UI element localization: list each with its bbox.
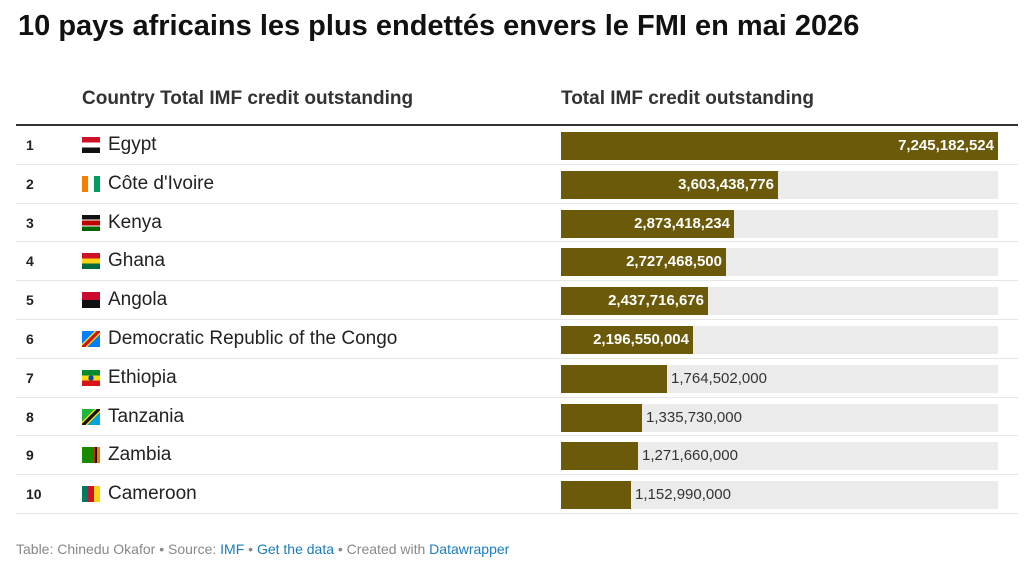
bar-track: 1,152,990,000 (561, 481, 998, 510)
footer-credit: Table: Chinedu Okafor (16, 541, 156, 557)
bar-value-label: 1,335,730,000 (646, 408, 742, 426)
bar-track: 1,335,730,000 (561, 403, 998, 432)
country-name: Kenya (108, 211, 162, 233)
country-name: Angola (108, 289, 168, 311)
country-name: Côte d'Ivoire (108, 172, 215, 194)
country-name: Ethiopia (108, 366, 177, 388)
bar (561, 326, 693, 354)
bar (561, 481, 631, 510)
bar-track: 2,437,716,676 (561, 287, 998, 316)
bar (561, 287, 708, 316)
footer-separator: • Source: (155, 541, 221, 557)
rank-number: 9 (26, 447, 34, 464)
bar-value-label: 1,271,660,000 (642, 447, 738, 465)
rank-number: 6 (26, 331, 34, 347)
country-name: Egypt (108, 134, 157, 155)
rank-number: 3 (26, 214, 34, 231)
kenya-flag-icon (82, 214, 100, 231)
bar-track: 1,764,502,000 (561, 364, 998, 393)
table-row: 3 Kenya 2,873,418,234 (16, 204, 1018, 243)
bar-value-label: 1,152,990,000 (635, 486, 731, 504)
cameroon-flag-icon (82, 486, 100, 503)
table-row: 1 Egypt 7,245,182,524 (16, 126, 1018, 165)
footer-separator: • (244, 541, 257, 557)
ghana-flag-icon (82, 253, 100, 270)
country-name: Democratic Republic of the Congo (108, 328, 398, 349)
ethiopia-flag-icon (82, 369, 100, 386)
bar-value-label: 1,764,502,000 (671, 369, 767, 387)
bar-value-label: 7,245,182,524 (898, 137, 994, 154)
rank-number: 4 (26, 253, 34, 270)
country-column-header[interactable]: Country Total IMF credit outstanding (82, 88, 414, 109)
bar-track: 2,727,468,500 (561, 248, 998, 277)
bar-track: 1,271,660,000 (561, 442, 998, 471)
table-row: 5 Angola 2,437,716,676 (16, 281, 1018, 320)
header-divider (16, 124, 1018, 126)
bar (561, 170, 778, 199)
bar (561, 442, 638, 471)
table-row: 4 Ghana 2,727,468,500 (16, 242, 1018, 282)
country-name: Tanzania (108, 405, 185, 427)
bar-track: 3,603,438,776 (561, 170, 998, 199)
bar-value-label: 2,437,716,676 (608, 292, 704, 310)
value-column-header[interactable]: Total IMF credit outstanding (561, 88, 814, 109)
rank-number: 1 (26, 137, 34, 153)
chart-footer: Table: Chinedu Okafor • Source: IMF • Ge… (16, 541, 509, 557)
rank-number: 7 (26, 369, 34, 386)
bar (561, 248, 726, 277)
bar-value-label: 2,873,418,234 (634, 214, 730, 232)
rank-number: 5 (26, 292, 34, 309)
rank-number: 8 (26, 408, 34, 425)
angola-flag-icon (82, 292, 100, 309)
bar-value-label: 3,603,438,776 (678, 175, 774, 193)
country-name: Ghana (108, 250, 166, 272)
bar (561, 403, 642, 432)
bar-value-label: 2,196,550,004 (593, 331, 689, 348)
bar-track: 7,245,182,524 (561, 132, 998, 160)
cote-divoire-flag-icon (82, 175, 100, 192)
zambia-flag-icon (82, 447, 100, 464)
rank-number: 2 (26, 175, 34, 192)
datawrapper-link[interactable]: Datawrapper (429, 541, 510, 557)
source-link[interactable]: IMF (220, 541, 245, 557)
get-the-data-link[interactable]: Get the data (256, 541, 334, 557)
rank-number: 10 (26, 486, 42, 503)
bar-track: 2,196,550,004 (561, 326, 998, 354)
bar-value-label: 2,727,468,500 (626, 253, 722, 271)
egypt-flag-icon (82, 137, 100, 153)
table-row: 2 Côte d'Ivoire 3,603,438,776 (16, 165, 1018, 204)
table-row: 10 Cameroon 1,152,990,000 (16, 475, 1018, 514)
bar (561, 132, 998, 160)
chart-title: 10 pays africains les plus endettés enve… (18, 10, 860, 42)
bar (561, 209, 734, 238)
country-name: Zambia (108, 444, 172, 466)
drc-flag-icon (82, 331, 100, 347)
table-row: 9 Zambia 1,271,660,000 (16, 436, 1018, 476)
table-row: 7 Ethiopia 1,764,502,000 (16, 359, 1018, 398)
footer-separator: • Created with (334, 541, 430, 557)
bar-track: 2,873,418,234 (561, 209, 998, 238)
table-row: 6 Democratic Republic of the Congo 2,196,5… (16, 320, 1018, 359)
table-row: 8 Tanzania 1,335,730,000 (16, 398, 1018, 437)
tanzania-flag-icon (82, 408, 100, 425)
bar (561, 364, 667, 393)
country-name: Cameroon (108, 483, 197, 505)
